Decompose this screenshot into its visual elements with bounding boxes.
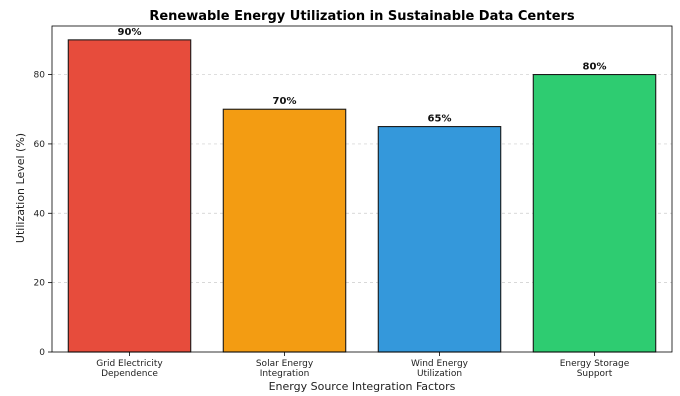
plot-frame: [51, 25, 673, 353]
y-tick-label: 60: [34, 140, 46, 150]
y-tick-label: 80: [34, 71, 46, 81]
x-axis-label: Energy Source Integration Factors: [269, 380, 456, 393]
bars: 90% 70% 65% 80%: [67, 27, 657, 353]
y-axis: 0 20 40 60 80: [34, 71, 52, 358]
data-label: 80%: [583, 62, 607, 73]
bar: [377, 126, 502, 353]
bar: [222, 108, 347, 353]
x-tick-label: Utilization: [417, 369, 462, 379]
x-tick-label: Grid Electricity: [96, 359, 163, 369]
data-label: 70%: [273, 96, 297, 107]
bar: [532, 74, 657, 353]
x-tick-label: Wind Energy: [411, 359, 469, 369]
y-tick-label: 40: [34, 209, 46, 219]
x-tick-label: Solar Energy: [256, 359, 314, 369]
y-tick-label: 20: [34, 279, 46, 289]
data-label: 90%: [118, 27, 142, 38]
bar: [67, 39, 192, 353]
x-tick-label: Energy Storage: [560, 359, 630, 369]
y-axis-label: Utilization Level (%): [14, 133, 27, 243]
y-tick-label: 0: [39, 348, 45, 358]
x-tick-label: Support: [577, 369, 613, 379]
chart-title: Renewable Energy Utilization in Sustaina…: [149, 9, 575, 24]
x-tick-label: Integration: [260, 369, 310, 379]
data-label: 65%: [428, 114, 452, 125]
x-tick-label: Dependence: [101, 369, 158, 379]
